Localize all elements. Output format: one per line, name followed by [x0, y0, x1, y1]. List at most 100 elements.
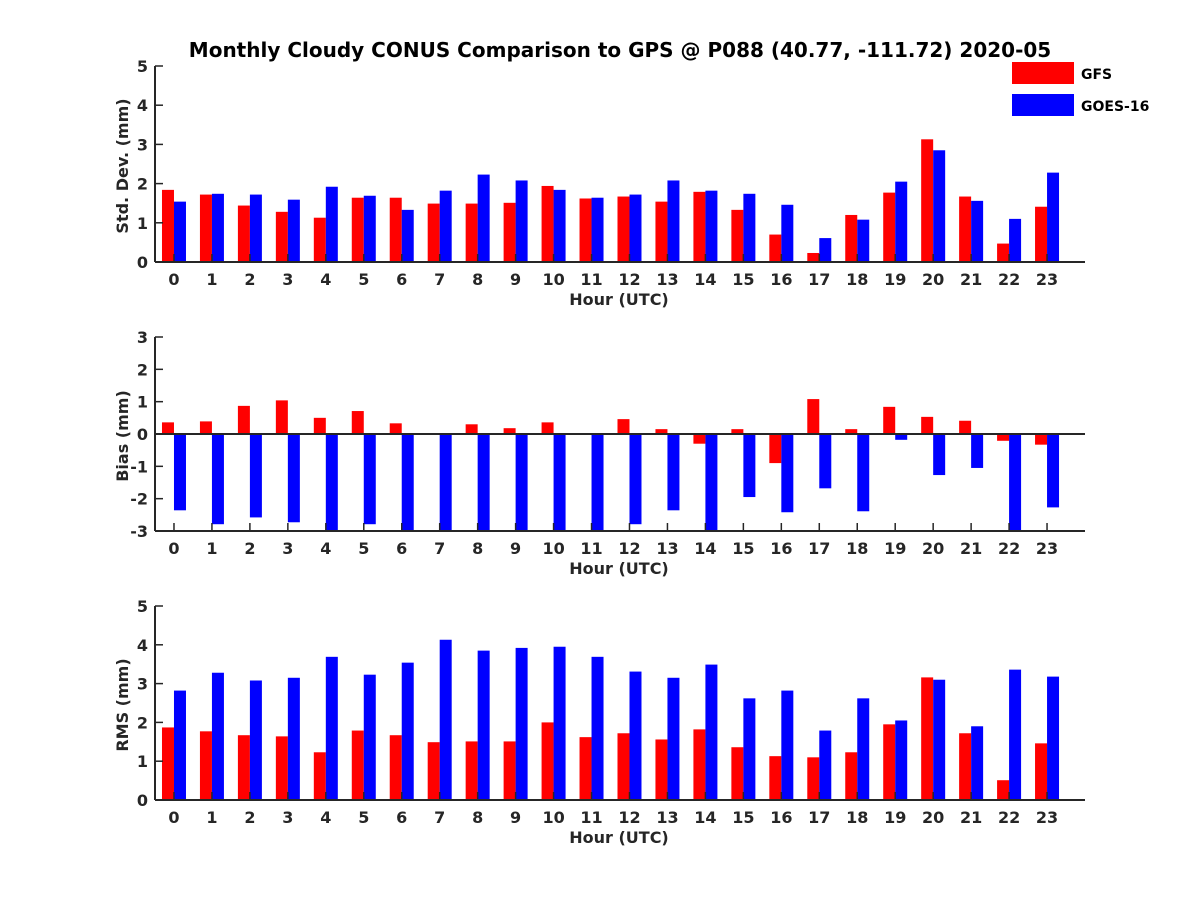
bar-gfs-hour-5 [351, 411, 364, 434]
x-tick-label: 15 [732, 539, 754, 558]
bar-goes-16-hour-21 [971, 726, 984, 800]
bar-gfs-hour-12 [617, 733, 630, 800]
bar-goes-16-hour-20 [933, 679, 946, 800]
x-tick-label: 0 [168, 808, 179, 827]
bar-gfs-hour-0 [161, 189, 174, 262]
x-tick-label: 11 [580, 539, 602, 558]
x-tick-label: 18 [846, 808, 868, 827]
bar-goes-16-hour-4 [325, 656, 338, 800]
x-tick-label: 19 [884, 270, 906, 289]
bar-goes-16-hour-23 [1047, 172, 1060, 262]
bar-gfs-hour-23 [1035, 743, 1048, 800]
bar-goes-16-hour-20 [933, 434, 946, 476]
y-tick-label: 4 [137, 96, 148, 115]
bar-goes-16-hour-14 [705, 190, 718, 262]
y-tick-label: 3 [137, 328, 148, 347]
bar-gfs-hour-22 [997, 243, 1010, 262]
bar-goes-16-hour-7 [439, 434, 452, 531]
bar-gfs-hour-10 [541, 422, 554, 434]
bar-goes-16-hour-8 [477, 174, 490, 262]
bar-goes-16-hour-13 [667, 677, 680, 800]
bar-goes-16-hour-6 [401, 209, 414, 262]
x-tick-label: 7 [434, 270, 445, 289]
x-tick-label: 14 [694, 808, 716, 827]
y-tick-label: 1 [137, 214, 148, 233]
bar-goes-16-hour-22 [1009, 434, 1022, 531]
bar-gfs-hour-13 [655, 429, 668, 434]
bar-goes-16-hour-2 [249, 194, 262, 262]
x-tick-label: 23 [1036, 808, 1058, 827]
x-tick-label: 22 [998, 270, 1020, 289]
bar-goes-16-hour-0 [173, 690, 186, 800]
bar-goes-16-hour-2 [249, 434, 262, 518]
x-tick-label: 4 [320, 270, 331, 289]
bar-goes-16-hour-14 [705, 434, 718, 531]
x-tick-label: 0 [168, 270, 179, 289]
x-tick-label: 2 [244, 539, 255, 558]
bar-gfs-hour-16 [769, 234, 782, 262]
y-tick-label: 5 [137, 597, 148, 616]
bar-gfs-hour-2 [237, 735, 250, 800]
x-tick-label: 17 [808, 270, 830, 289]
bar-gfs-hour-9 [503, 741, 516, 800]
bar-gfs-hour-19 [883, 192, 896, 262]
bar-goes-16-hour-3 [287, 199, 300, 262]
bar-goes-16-hour-1 [211, 672, 224, 800]
y-tick-label: 3 [137, 135, 148, 154]
x-tick-label: 10 [542, 808, 564, 827]
x-tick-label: 18 [846, 270, 868, 289]
x-tick-label: 15 [732, 808, 754, 827]
bar-goes-16-hour-17 [819, 730, 832, 800]
y-tick-label: -1 [130, 457, 148, 476]
bar-gfs-hour-11 [579, 198, 592, 262]
bar-goes-16-hour-11 [591, 197, 604, 262]
bar-goes-16-hour-5 [363, 674, 376, 800]
bar-goes-16-hour-0 [173, 434, 186, 511]
x-tick-label: 12 [618, 539, 640, 558]
x-axis-label: Hour (UTC) [569, 290, 669, 309]
y-tick-label: 0 [137, 425, 148, 444]
bar-gfs-hour-8 [465, 203, 478, 262]
x-tick-label: 12 [618, 270, 640, 289]
x-tick-label: 5 [358, 270, 369, 289]
x-tick-label: 19 [884, 539, 906, 558]
bar-gfs-hour-15 [731, 429, 744, 434]
bar-gfs-hour-13 [655, 739, 668, 800]
bar-gfs-hour-22 [997, 434, 1010, 441]
x-tick-label: 3 [282, 808, 293, 827]
x-tick-label: 6 [396, 270, 407, 289]
bar-goes-16-hour-9 [515, 647, 528, 800]
bar-gfs-hour-14 [693, 191, 706, 262]
bar-goes-16-hour-12 [629, 671, 642, 800]
x-tick-label: 13 [656, 270, 678, 289]
bar-goes-16-hour-7 [439, 639, 452, 800]
x-tick-label: 1 [206, 270, 217, 289]
bar-goes-16-hour-20 [933, 150, 946, 262]
bar-goes-16-hour-16 [781, 690, 794, 800]
y-tick-label: 5 [137, 57, 148, 76]
bar-goes-16-hour-6 [401, 434, 414, 531]
y-tick-label: 2 [137, 360, 148, 379]
bar-gfs-hour-9 [503, 202, 516, 262]
y-tick-label: -2 [130, 490, 148, 509]
bar-gfs-hour-12 [617, 419, 630, 434]
bar-goes-16-hour-23 [1047, 434, 1060, 508]
bar-gfs-hour-3 [275, 400, 288, 434]
x-tick-label: 1 [206, 808, 217, 827]
x-tick-label: 22 [998, 539, 1020, 558]
bar-goes-16-hour-4 [325, 434, 338, 531]
bar-goes-16-hour-13 [667, 434, 680, 511]
x-tick-label: 8 [472, 808, 483, 827]
x-tick-label: 6 [396, 539, 407, 558]
x-tick-label: 3 [282, 539, 293, 558]
x-axis-label: Hour (UTC) [569, 828, 669, 847]
y-tick-label: 1 [137, 393, 148, 412]
x-tick-label: 11 [580, 270, 602, 289]
bar-goes-16-hour-12 [629, 434, 642, 525]
x-tick-label: 3 [282, 270, 293, 289]
bar-gfs-hour-2 [237, 205, 250, 262]
bar-goes-16-hour-1 [211, 434, 224, 525]
x-tick-label: 17 [808, 808, 830, 827]
chart-title: Monthly Cloudy CONUS Comparison to GPS @… [189, 38, 1051, 62]
